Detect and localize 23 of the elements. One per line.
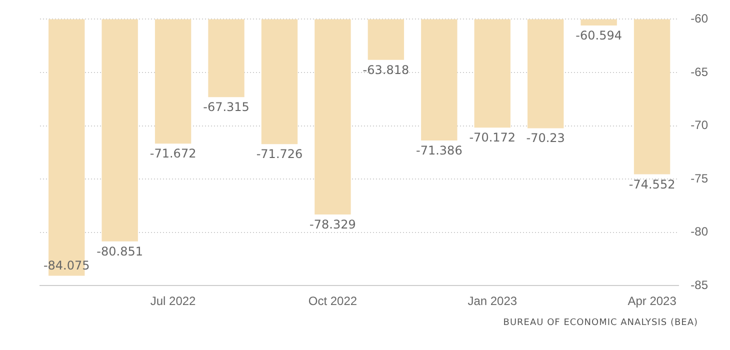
- data-label: -71.672: [150, 146, 196, 161]
- y-tick-label: -75: [690, 171, 708, 186]
- x-tick-label: Jul 2022: [150, 294, 196, 308]
- data-label: -80.851: [96, 244, 143, 258]
- x-tick-label: Jan 2023: [468, 294, 518, 308]
- data-label: -71.386: [416, 144, 462, 158]
- data-label: -70.172: [469, 130, 516, 145]
- text: BUREAU OF ECONOMIC ANALYSIS (BEA): [503, 318, 698, 328]
- x-tick-label: Oct 2022: [308, 294, 358, 308]
- y-tick-label: -85: [690, 278, 708, 292]
- data-label: -84.075: [43, 258, 90, 273]
- y-tick-label: -60: [690, 12, 708, 26]
- data-label: -67.315: [203, 100, 250, 114]
- y-tick-label: -80: [690, 224, 708, 239]
- data-label: -60.594: [576, 28, 622, 43]
- data-label: -63.818: [362, 62, 410, 77]
- data-label: -70.23: [526, 131, 565, 146]
- x-tick-label: Apr 2023: [628, 294, 677, 308]
- y-tick-label: -70: [690, 118, 708, 132]
- data-label: -78.329: [310, 218, 356, 232]
- y-tick-label: -65: [690, 64, 708, 79]
- data-label: -74.552: [628, 177, 676, 192]
- data-label: -71.726: [256, 147, 303, 162]
